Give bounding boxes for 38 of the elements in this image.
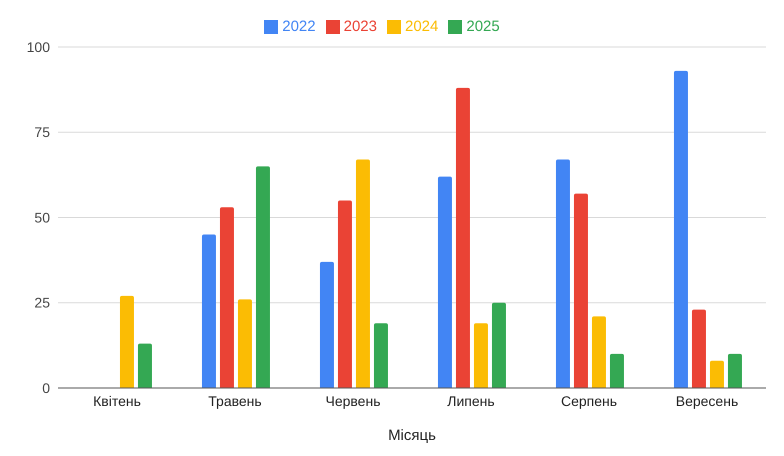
bar: [556, 160, 570, 388]
bar: [492, 302, 506, 388]
bar: [728, 354, 742, 388]
bar: [202, 234, 216, 388]
bar: [456, 88, 470, 388]
legend-label: 2023: [344, 18, 377, 35]
y-tick-label: 50: [34, 209, 50, 226]
bar: [138, 344, 152, 388]
x-tick-label: Травень: [208, 392, 262, 409]
y-tick-label: 75: [34, 124, 50, 140]
x-tick-label: Серпень: [560, 392, 618, 409]
x-tick-label: Червень: [326, 392, 380, 409]
bar: [692, 310, 706, 388]
bar: [574, 194, 588, 388]
bar: [238, 299, 252, 388]
bar: [320, 262, 334, 388]
bar: [120, 296, 134, 388]
y-tick-label: 25: [34, 294, 50, 311]
bar: [610, 354, 624, 388]
bar: [256, 166, 270, 388]
x-tick-label: Квітень: [93, 392, 141, 409]
bar: [674, 70, 688, 388]
y-tick-label: 0: [42, 380, 50, 396]
bar: [474, 323, 488, 388]
legend-label: 2025: [466, 18, 500, 35]
legend-label: 2022: [282, 18, 316, 35]
x-tick-label: Липень: [447, 392, 495, 409]
bar: [710, 360, 724, 388]
x-axis-title: Місяць: [388, 427, 436, 444]
y-tick-label: 100: [26, 38, 50, 55]
bar: [374, 323, 388, 388]
bar: [356, 160, 370, 388]
bar: [438, 176, 452, 388]
bar: [592, 316, 606, 388]
bar: [220, 207, 234, 388]
x-tick-label: Вересень: [676, 392, 738, 409]
bar: [338, 200, 352, 388]
legend-label: 2024: [405, 18, 438, 35]
